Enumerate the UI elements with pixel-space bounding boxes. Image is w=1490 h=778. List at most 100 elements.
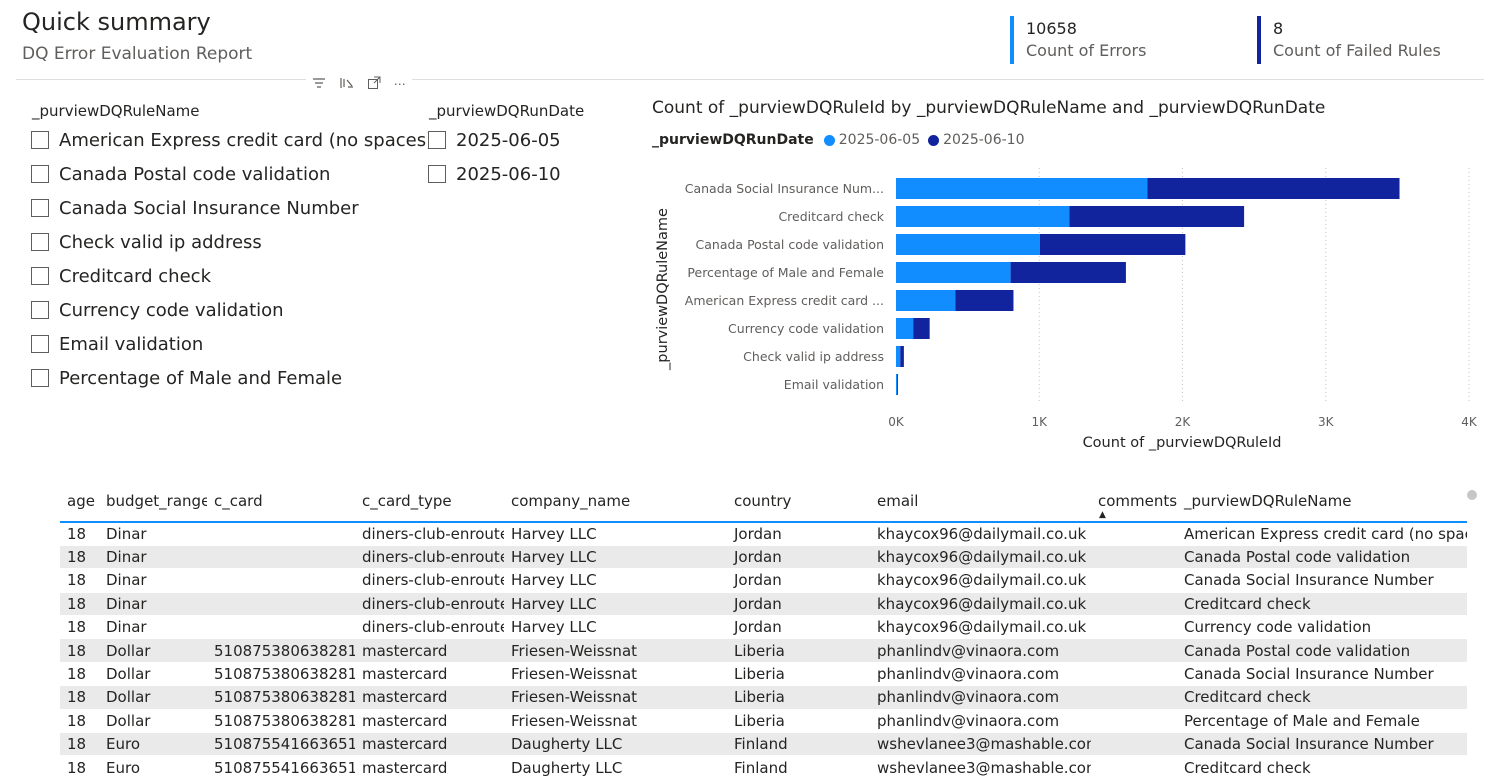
sort-ascending-icon: ▲ <box>1099 510 1106 520</box>
more-options-icon[interactable]: ⋯ <box>393 77 406 91</box>
slicer-item-label: Creditcard check <box>59 265 211 287</box>
checkbox[interactable] <box>428 131 446 149</box>
table-cell: Dollar <box>106 711 151 730</box>
bar-segment <box>900 346 904 367</box>
rule-slicer-title: _purviewDQRuleName <box>32 102 200 120</box>
slicer-item[interactable]: 2025-06-05 <box>428 123 561 157</box>
slicer-item[interactable]: Percentage of Male and Female <box>31 361 433 395</box>
table-row[interactable]: 18 Dinar diners-club-enroute Harvey LLC Jord… <box>60 592 1467 616</box>
table-row[interactable]: 18 Dinar diners-club-enroute Harvey LLC Jord… <box>60 522 1467 546</box>
table-cell: Creditcard check <box>1184 594 1311 613</box>
table-cell: 18 <box>67 758 87 777</box>
slicer-item[interactable]: Canada Postal code validation <box>31 157 433 191</box>
checkbox[interactable] <box>31 335 49 353</box>
table-cell <box>1091 569 1177 592</box>
legend-item[interactable]: 2025-06-05 <box>823 132 920 148</box>
column-header[interactable]: country <box>734 492 792 510</box>
table-cell: Jordan <box>734 524 782 543</box>
column-header[interactable]: budget_range <box>106 492 207 510</box>
chart-legend: _purviewDQRunDate 2025-06-05 2025-06-10 <box>652 132 1033 148</box>
slicer-item[interactable]: Email validation <box>31 327 433 361</box>
kpi-card-errors[interactable]: 10658 Count of Errors <box>1010 16 1146 64</box>
table-cell: diners-club-enroute <box>362 571 504 590</box>
slicer-item[interactable]: Creditcard check <box>31 259 433 293</box>
checkbox[interactable] <box>31 233 49 251</box>
column-header[interactable]: c_card_type <box>362 492 452 510</box>
checkbox[interactable] <box>31 165 49 183</box>
table-row[interactable]: 18 Dollar 5108753806382812 mastercard Friese… <box>60 638 1467 663</box>
table-cell <box>1091 662 1177 685</box>
legend-label: 2025-06-10 <box>943 132 1025 148</box>
table-cell: 18 <box>67 618 87 637</box>
slicer-item[interactable]: American Express credit card (no spaces) <box>31 123 433 157</box>
column-header[interactable]: email <box>877 492 919 510</box>
bar-segment <box>913 318 930 339</box>
slicer-item-label: 2025-06-10 <box>456 163 561 185</box>
table-cell: Friesen-Weissnat <box>511 711 638 730</box>
table-cell: 18 <box>67 665 87 684</box>
table-cell: phanlindv@vinaora.com <box>877 688 1060 707</box>
table-row[interactable]: 18 Dinar diners-club-enroute Harvey LLC Jord… <box>60 545 1467 569</box>
y-tick-label: American Express credit card ... <box>685 293 884 308</box>
table-cell <box>1091 756 1177 778</box>
bar-segment <box>1069 206 1245 227</box>
pin-icon[interactable] <box>339 76 355 93</box>
table-row[interactable]: 18 Dinar diners-club-enroute Harvey LLC Jord… <box>60 616 1467 639</box>
table-cell: diners-club-enroute <box>362 594 504 613</box>
column-header[interactable]: comments ▲ <box>1098 492 1177 520</box>
kpi-value: 10658 <box>1026 19 1077 38</box>
x-tick-label: 3K <box>1318 415 1335 429</box>
checkbox[interactable] <box>31 199 49 217</box>
date-slicer-list: 2025-06-05 2025-06-10 <box>428 123 561 191</box>
column-header[interactable]: _purviewDQRuleName <box>1184 492 1352 510</box>
bar-segment <box>897 374 899 395</box>
table-cell: diners-club-enroute <box>362 618 504 637</box>
slicer-item[interactable]: 2025-06-10 <box>428 157 561 191</box>
bar-segment <box>896 206 1070 227</box>
table-cell: 5108755416636511 <box>214 758 355 777</box>
table-cell <box>1091 592 1177 615</box>
column-header[interactable]: company_name <box>511 492 631 510</box>
table-cell: Finland <box>734 758 788 777</box>
page-title: Quick summary <box>22 8 211 36</box>
filter-icon[interactable] <box>312 76 326 93</box>
visual-header-toolbar: ⋯ <box>306 74 412 94</box>
table-cell: Harvey LLC <box>511 571 597 590</box>
table-cell: American Express credit card (no spaces) <box>1184 524 1467 543</box>
checkbox[interactable] <box>31 131 49 149</box>
table-cell: Canada Social Insurance Number <box>1184 571 1434 590</box>
scrollbar-thumb[interactable] <box>1467 490 1477 500</box>
slicer-item-label: 2025-06-05 <box>456 129 561 151</box>
slicer-item[interactable]: Check valid ip address <box>31 225 433 259</box>
focus-mode-icon[interactable] <box>367 76 381 93</box>
table-cell: 5108755416636511 <box>214 735 355 754</box>
page-subtitle: DQ Error Evaluation Report <box>22 44 253 64</box>
checkbox[interactable] <box>31 369 49 387</box>
slicer-item[interactable]: Canada Social Insurance Number <box>31 191 433 225</box>
legend-item[interactable]: 2025-06-10 <box>928 132 1025 148</box>
table-cell: 18 <box>67 548 87 567</box>
table-row[interactable]: 18 Dinar diners-club-enroute Harvey LLC Jord… <box>60 569 1467 593</box>
checkbox[interactable] <box>31 301 49 319</box>
table-cell <box>1091 733 1177 756</box>
table-cell <box>207 522 355 545</box>
y-tick-label: Canada Postal code validation <box>696 237 884 252</box>
table-cell: diners-club-enroute <box>362 524 504 543</box>
kpi-card-failed-rules[interactable]: 8 Count of Failed Rules <box>1257 16 1441 64</box>
column-header[interactable]: c_card <box>214 492 263 510</box>
legend-marker <box>928 134 940 146</box>
table-row[interactable]: 18 Dollar 5108753806382812 mastercard Friese… <box>60 685 1467 710</box>
table-row[interactable]: 18 Euro 5108755416636511 mastercard Daughert… <box>60 756 1467 778</box>
slicer-item[interactable]: Currency code validation <box>31 293 433 327</box>
column-header[interactable]: age <box>67 492 95 510</box>
chart-title: Count of _purviewDQRuleId by _purviewDQR… <box>652 98 1326 118</box>
table-cell: Dollar <box>106 641 151 660</box>
checkbox[interactable] <box>31 267 49 285</box>
table-row[interactable]: 18 Euro 5108755416636511 mastercard Daughert… <box>60 732 1467 756</box>
table-row[interactable]: 18 Dollar 5108753806382812 mastercard Friese… <box>60 709 1467 733</box>
table-cell: 18 <box>67 688 87 707</box>
x-tick-label: 0K <box>888 415 905 429</box>
slicer-item-label: Currency code validation <box>59 299 284 321</box>
table-row[interactable]: 18 Dollar 5108753806382812 mastercard Friese… <box>60 662 1467 686</box>
checkbox[interactable] <box>428 165 446 183</box>
